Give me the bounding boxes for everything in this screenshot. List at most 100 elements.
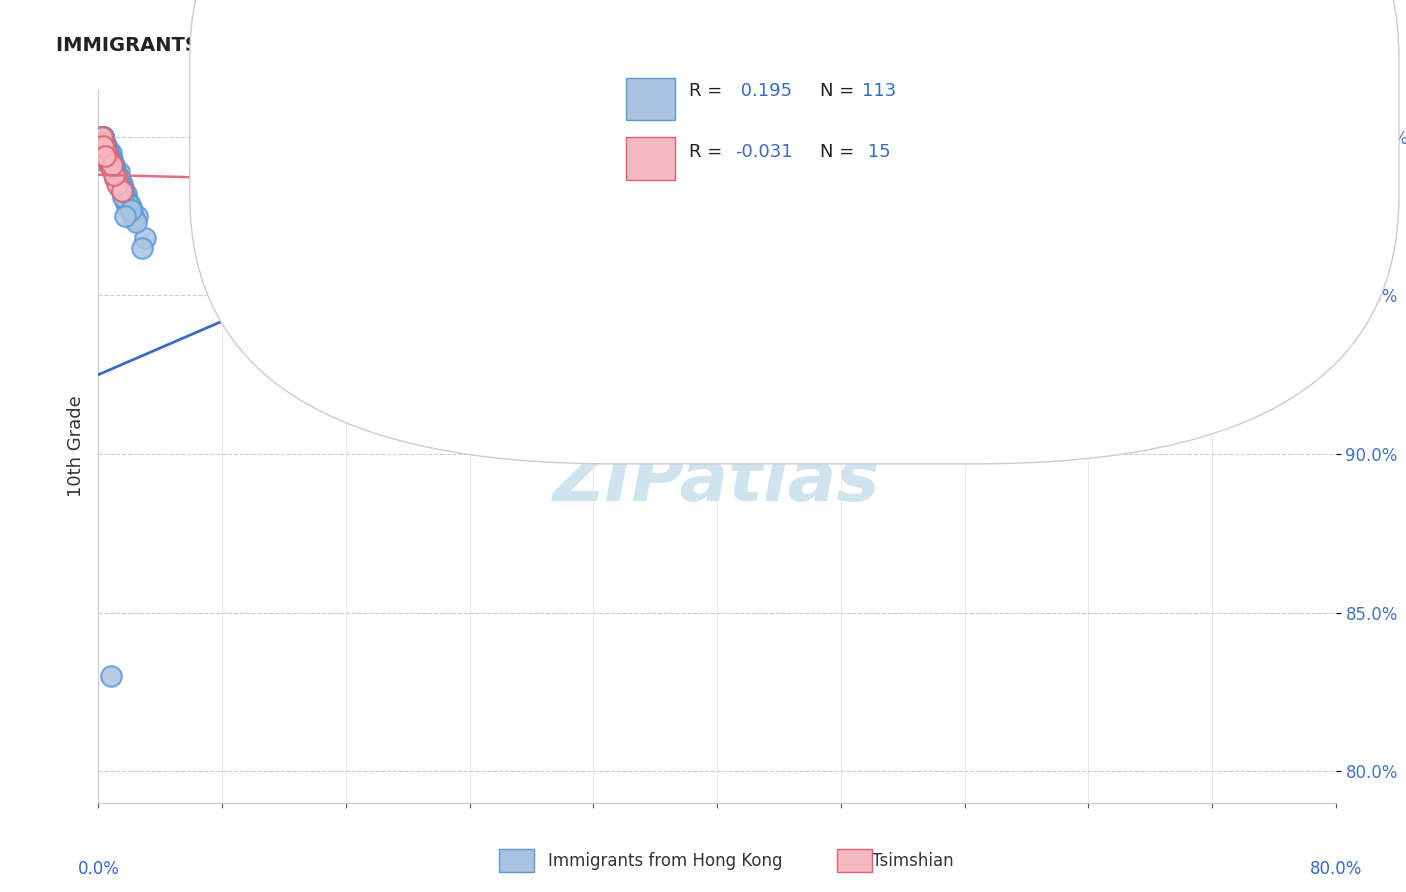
Point	[97, 152, 120, 166]
Point	[101, 158, 124, 172]
Point	[98, 152, 121, 166]
Point	[98, 149, 121, 163]
Point	[111, 184, 132, 198]
Point	[104, 171, 127, 186]
Point	[114, 193, 136, 207]
Point	[90, 129, 112, 144]
Point	[100, 152, 122, 166]
Point	[115, 186, 138, 201]
Point	[97, 149, 120, 163]
Point	[101, 161, 124, 176]
Point	[105, 171, 128, 186]
Point	[127, 209, 149, 223]
Point	[134, 231, 156, 245]
Text: -0.031: -0.031	[735, 143, 793, 161]
Text: N =: N =	[820, 143, 859, 161]
Point	[101, 158, 124, 172]
Point	[115, 196, 138, 211]
Point	[93, 139, 115, 153]
Point	[93, 143, 115, 157]
Point	[100, 669, 122, 683]
Point	[108, 174, 131, 188]
Point	[93, 139, 115, 153]
Point	[105, 178, 128, 192]
Point	[103, 164, 125, 178]
Point	[91, 129, 114, 144]
Point	[96, 143, 118, 157]
Point	[114, 209, 136, 223]
Point	[118, 196, 141, 211]
Point	[118, 200, 141, 214]
Point	[97, 149, 120, 163]
Point	[90, 129, 112, 144]
Point	[100, 155, 122, 169]
Point	[90, 129, 112, 144]
Point	[96, 145, 118, 160]
Point	[93, 139, 115, 153]
Text: N =: N =	[820, 82, 859, 100]
Point	[90, 129, 112, 144]
Point	[107, 174, 129, 188]
Point	[111, 184, 132, 198]
Point	[108, 178, 131, 192]
Point	[96, 143, 118, 157]
Point	[93, 136, 115, 150]
Point	[96, 143, 118, 157]
Point	[91, 136, 114, 150]
Text: Tsimshian: Tsimshian	[872, 852, 953, 870]
Point	[124, 215, 146, 229]
Point	[91, 129, 114, 144]
Text: R =: R =	[689, 143, 728, 161]
Point	[98, 152, 121, 166]
Point	[101, 158, 124, 172]
Text: 113: 113	[862, 82, 896, 100]
Point	[100, 155, 122, 169]
Point	[93, 139, 115, 153]
Point	[105, 168, 128, 182]
Point	[103, 164, 125, 178]
Point	[122, 212, 145, 227]
Point	[114, 190, 136, 204]
Point	[103, 161, 125, 176]
Point	[90, 129, 112, 144]
Point	[98, 155, 121, 169]
Point	[1178, 209, 1201, 223]
Point	[107, 171, 129, 186]
Point	[98, 152, 121, 166]
Text: 80.0%: 80.0%	[1309, 860, 1362, 878]
Point	[108, 180, 131, 194]
Text: ZIPatlas: ZIPatlas	[554, 447, 880, 516]
Point	[120, 200, 142, 214]
Point	[101, 161, 124, 176]
Point	[117, 200, 139, 214]
Point	[93, 139, 115, 153]
Point	[112, 190, 135, 204]
Point	[91, 129, 114, 144]
Point	[100, 158, 122, 172]
Point	[103, 161, 125, 176]
Point	[101, 161, 124, 176]
Point	[98, 149, 121, 163]
Point	[97, 145, 120, 160]
Point	[104, 168, 127, 182]
Point	[97, 149, 120, 163]
Point	[93, 139, 115, 153]
Point	[100, 161, 122, 176]
Point	[111, 178, 132, 192]
Point	[97, 145, 120, 160]
Point	[100, 158, 122, 172]
Text: R =: R =	[689, 82, 728, 100]
Point	[1219, 215, 1241, 229]
Point	[91, 129, 114, 144]
Point	[91, 139, 114, 153]
Point	[96, 155, 118, 169]
Point	[117, 196, 139, 211]
Point	[91, 129, 114, 144]
Point	[120, 202, 142, 217]
Point	[121, 206, 143, 220]
Point	[131, 241, 153, 255]
Point	[96, 145, 118, 160]
Point	[104, 168, 127, 182]
Point	[105, 174, 128, 188]
Point	[100, 145, 122, 160]
